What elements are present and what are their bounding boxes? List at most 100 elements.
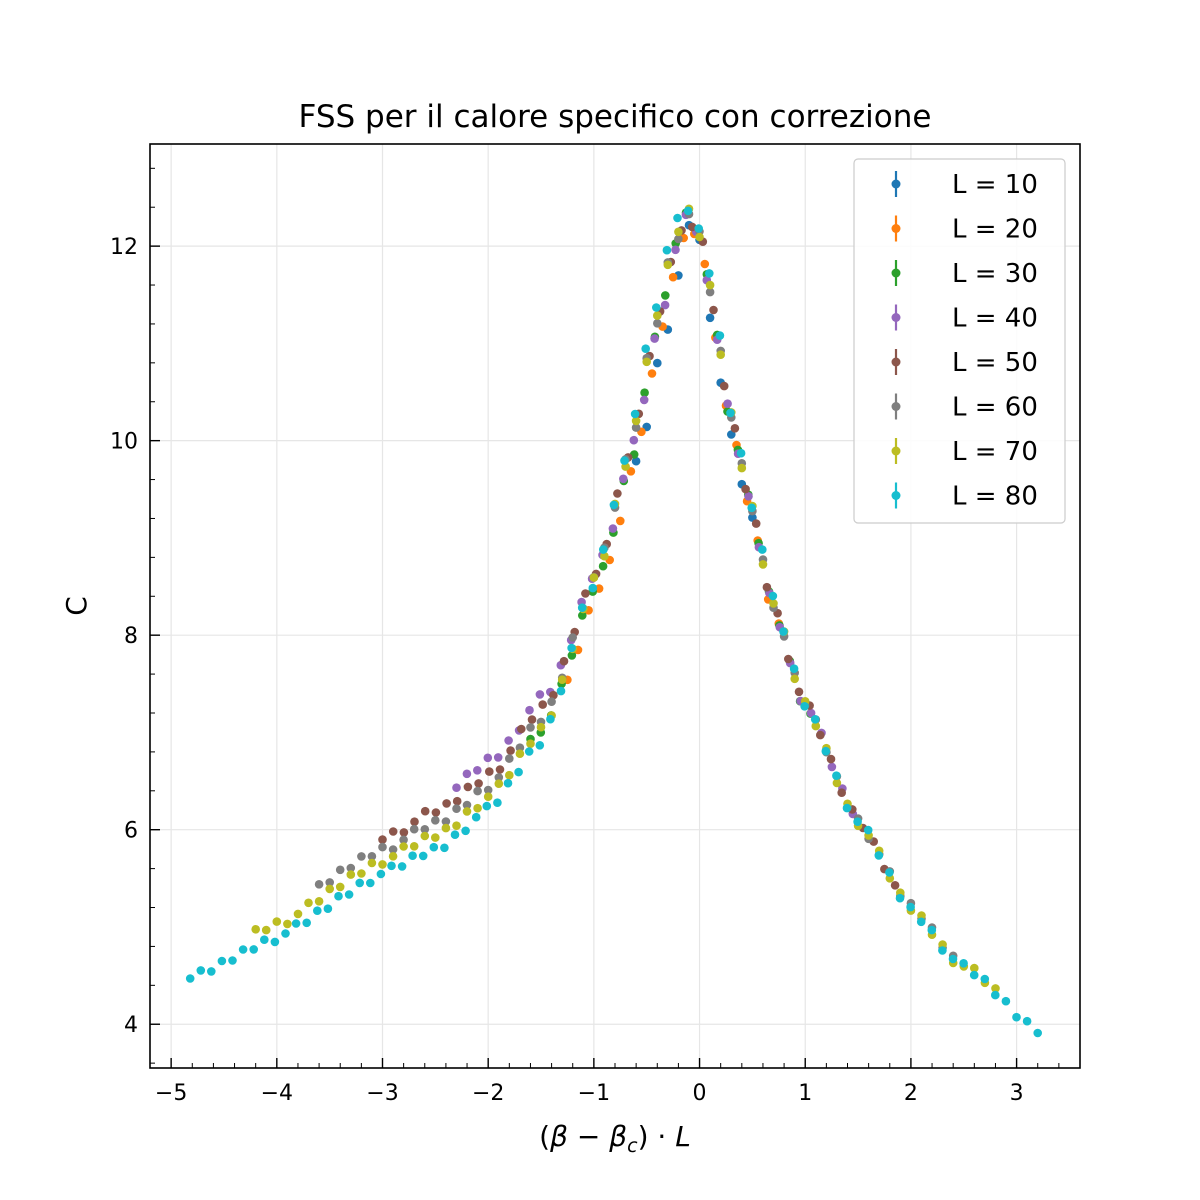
data-point (270, 937, 280, 947)
data-point (641, 344, 650, 354)
data-point (827, 762, 837, 772)
x-tick-label: −2 (472, 1081, 504, 1106)
data-point (938, 946, 947, 955)
x-tick-label: 0 (693, 1081, 707, 1106)
data-point (376, 869, 386, 879)
legend-label: L = 30 (952, 259, 1038, 289)
legend-box (853, 158, 1066, 524)
data-point (769, 599, 778, 608)
data-point (217, 956, 227, 966)
data-point (505, 770, 514, 780)
data-point (399, 835, 408, 845)
data-point (313, 906, 322, 915)
x-tick-label: 1 (798, 1081, 812, 1106)
data-point (494, 773, 504, 782)
data-point (927, 925, 937, 935)
data-point (462, 807, 472, 816)
data-point (650, 334, 659, 343)
legend: L = 10 L = 20 L = 30 L = 40 L = 50 L = 60 L = … (853, 158, 1066, 524)
data-point (779, 627, 788, 636)
data-point (461, 826, 470, 836)
data-point (758, 560, 768, 569)
data-point (806, 708, 816, 718)
data-point (577, 603, 587, 612)
data-point (619, 474, 628, 484)
data-point (441, 817, 451, 826)
data-point (431, 808, 441, 817)
data-point (709, 305, 718, 315)
data-point (723, 399, 732, 409)
data-point (355, 878, 365, 888)
data-point (642, 357, 651, 367)
data-point (462, 769, 472, 779)
data-points (185, 204, 1042, 1038)
data-point (238, 945, 248, 954)
data-point (515, 749, 525, 758)
data-point (408, 851, 417, 860)
data-point (863, 825, 873, 835)
data-point (272, 917, 282, 926)
y-tick-label: 4 (124, 1013, 138, 1038)
data-point (536, 722, 546, 732)
data-point (302, 918, 312, 928)
data-point (249, 945, 258, 954)
data-point (640, 388, 649, 398)
data-point (483, 785, 493, 795)
data-point (524, 747, 534, 756)
data-point (471, 812, 481, 822)
data-point (346, 870, 356, 879)
data-point (557, 675, 567, 684)
legend-marker (891, 357, 901, 367)
data-point (705, 280, 715, 290)
data-point (452, 796, 462, 806)
data-point (493, 798, 502, 807)
data-point (473, 803, 482, 813)
legend-marker (891, 446, 901, 456)
data-point (567, 651, 577, 660)
data-point (609, 500, 619, 510)
legend-marker (891, 313, 901, 322)
data-point (525, 705, 534, 715)
data-point (800, 702, 809, 711)
data-point (816, 730, 825, 740)
data-point (674, 234, 683, 244)
data-point (662, 245, 672, 255)
data-point (578, 611, 587, 620)
data-point (420, 806, 430, 816)
data-point (399, 842, 408, 851)
data-point (431, 816, 440, 825)
data-point (1001, 996, 1011, 1006)
data-point (694, 224, 703, 233)
data-point (661, 291, 670, 300)
data-point (663, 260, 673, 270)
data-point (538, 700, 547, 709)
data-point (589, 573, 599, 582)
data-point (631, 416, 641, 426)
chart-title: FSS per il calore specifico con correzio… (299, 99, 932, 135)
data-point (357, 852, 366, 861)
data-point (959, 959, 968, 968)
data-point (730, 424, 740, 433)
data-point (399, 828, 409, 837)
data-point (504, 736, 513, 745)
data-point (441, 823, 451, 833)
data-point (671, 245, 680, 255)
data-point (842, 803, 852, 813)
data-point (744, 492, 753, 501)
data-point (631, 423, 641, 432)
data-point (462, 800, 472, 810)
data-point (429, 842, 439, 852)
legend-label: L = 70 (952, 437, 1038, 467)
data-point (970, 963, 979, 973)
data-point (473, 786, 482, 796)
data-point (969, 970, 979, 980)
data-point (653, 319, 662, 328)
data-point (794, 687, 804, 697)
data-point (741, 484, 750, 494)
data-point (291, 919, 301, 928)
data-point (1022, 1016, 1032, 1026)
data-point (629, 435, 639, 445)
data-point (346, 863, 356, 873)
